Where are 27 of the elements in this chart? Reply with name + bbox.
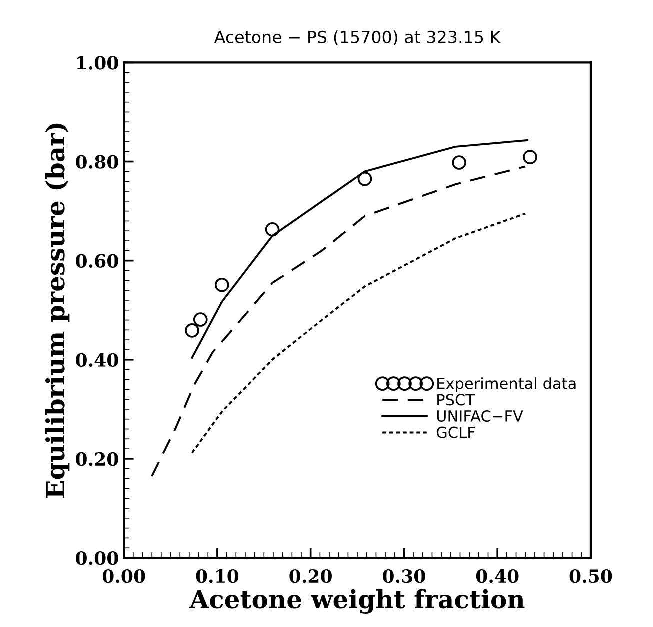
line-series [191,139,528,359]
legend-label: GCLF [436,426,475,438]
legend-label: UNIFAC−FV [437,410,524,422]
legend-label: PSCT [438,394,476,406]
x-tick-label: 0.40 [476,569,519,584]
y-tick-label: 0.00 [76,551,118,566]
point [265,222,280,237]
x-tick-label: 0.00 [102,569,146,584]
point [193,312,208,327]
x-tick-label: 0.30 [383,569,426,584]
y-tick-label: 0.20 [76,452,118,466]
y-tick-label: 0.40 [76,353,118,368]
point [523,150,538,164]
legend-label: Experimental data [438,378,576,392]
x-tick-label: 0.20 [290,569,332,584]
point [452,156,466,170]
y-axis-title: Equilibrium pressure (bar) [45,124,70,498]
y-tick-label: 0.80 [76,155,118,169]
point [358,172,372,186]
chart-title: Acetone − PS (15700) at 323.15 K [214,30,502,46]
point [214,278,230,292]
point [185,324,200,338]
y-tick-label: 1.00 [77,56,118,70]
x-axis-title: Acetone weight fraction [190,589,525,614]
y-tick-label: 0.60 [76,254,118,268]
x-tick-label: 0.10 [196,569,239,584]
x-tick-label: 0.50 [570,569,612,584]
